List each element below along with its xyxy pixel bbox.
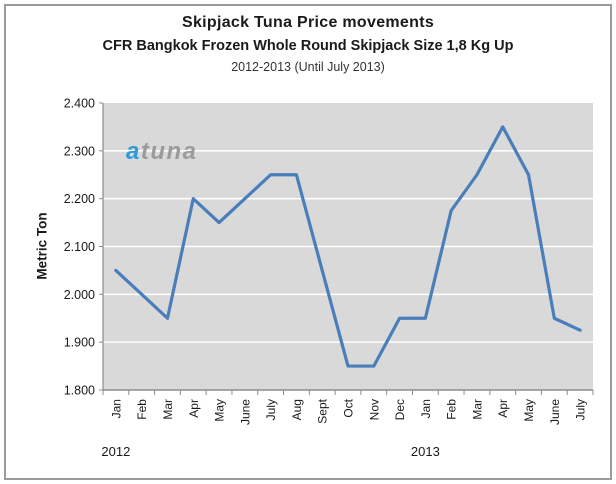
y-tick-label: 1.800	[64, 384, 95, 398]
x-tick-label: Nov	[367, 399, 381, 420]
y-tick-label: 2.100	[64, 240, 95, 254]
x-tick-label: Dec	[393, 399, 407, 420]
y-tick-label: 2.000	[64, 288, 95, 302]
x-tick-label: Jan	[419, 399, 433, 418]
x-tick-label: Apr	[496, 399, 510, 418]
x-tick-label: May	[213, 399, 227, 422]
y-tick-label: 2.200	[64, 192, 95, 206]
x-tick-label: June	[548, 399, 562, 425]
x-tick-label: July	[574, 399, 588, 420]
chart-subtitle: CFR Bangkok Frozen Whole Round Skipjack …	[102, 38, 514, 54]
x-tick-label: Feb	[445, 399, 459, 420]
x-tick-label: July	[264, 399, 278, 420]
figure-border	[4, 4, 612, 480]
chart-period: 2012-2013 (Until July 2013)	[231, 60, 385, 74]
x-tick-label: Jan	[109, 399, 123, 418]
year-label: 2013	[411, 444, 440, 459]
x-tick-label: Oct	[342, 398, 356, 417]
x-tick-label: Apr	[187, 399, 201, 418]
x-tick-label: Feb	[135, 399, 149, 420]
y-tick-label: 1.900	[64, 336, 95, 350]
x-tick-label: Mar	[161, 399, 175, 420]
atuna-watermark: atuna	[126, 138, 198, 165]
y-tick-label: 2.400	[64, 97, 95, 111]
price-line	[114, 125, 582, 368]
x-tick-label: June	[238, 399, 252, 425]
chart-title: Skipjack Tuna Price movements	[181, 14, 435, 31]
x-tick-label: Sept	[316, 398, 330, 423]
x-tick-label: May	[522, 399, 536, 422]
x-tick-label: Aug	[290, 399, 304, 420]
y-tick-label: 2.300	[64, 144, 95, 158]
x-tick-label: Mar	[470, 399, 484, 420]
year-label: 2012	[101, 444, 130, 459]
